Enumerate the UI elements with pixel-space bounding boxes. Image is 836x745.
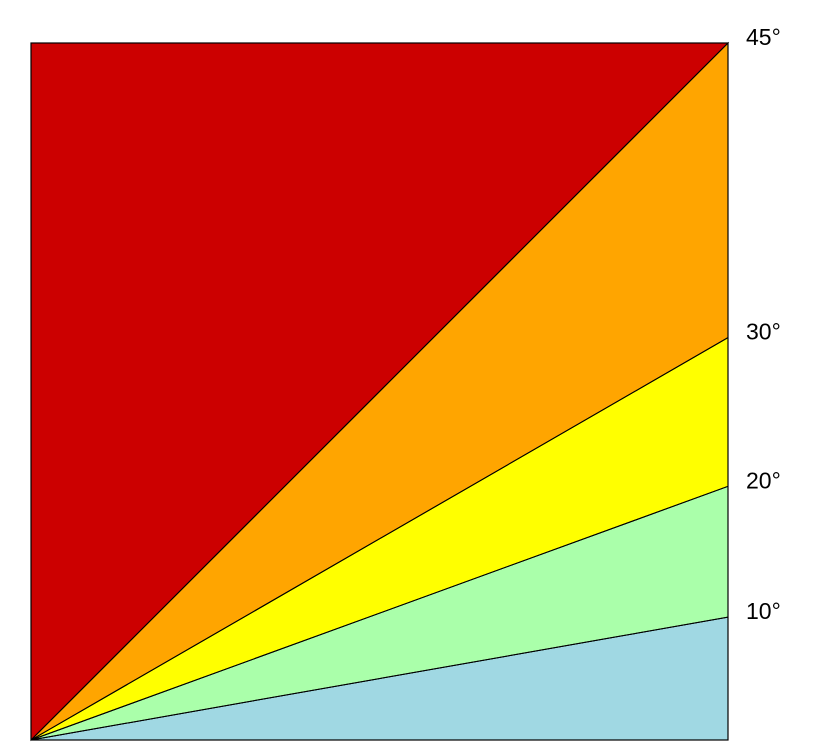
angle-label-45: 45°	[746, 24, 781, 50]
angle-labels: 10° 20° 30° 45°	[746, 24, 781, 624]
angle-label-10: 10°	[746, 598, 781, 624]
square-frame	[30, 42, 729, 741]
boundary-line-45	[30, 42, 729, 741]
boundary-line-30	[30, 337, 729, 741]
angle-label-20: 20°	[746, 467, 781, 493]
boundary-line-10	[30, 616, 729, 741]
boundary-line-20	[30, 485, 729, 741]
sector-boundary-lines	[30, 42, 729, 741]
angle-label-30: 30°	[746, 319, 781, 345]
